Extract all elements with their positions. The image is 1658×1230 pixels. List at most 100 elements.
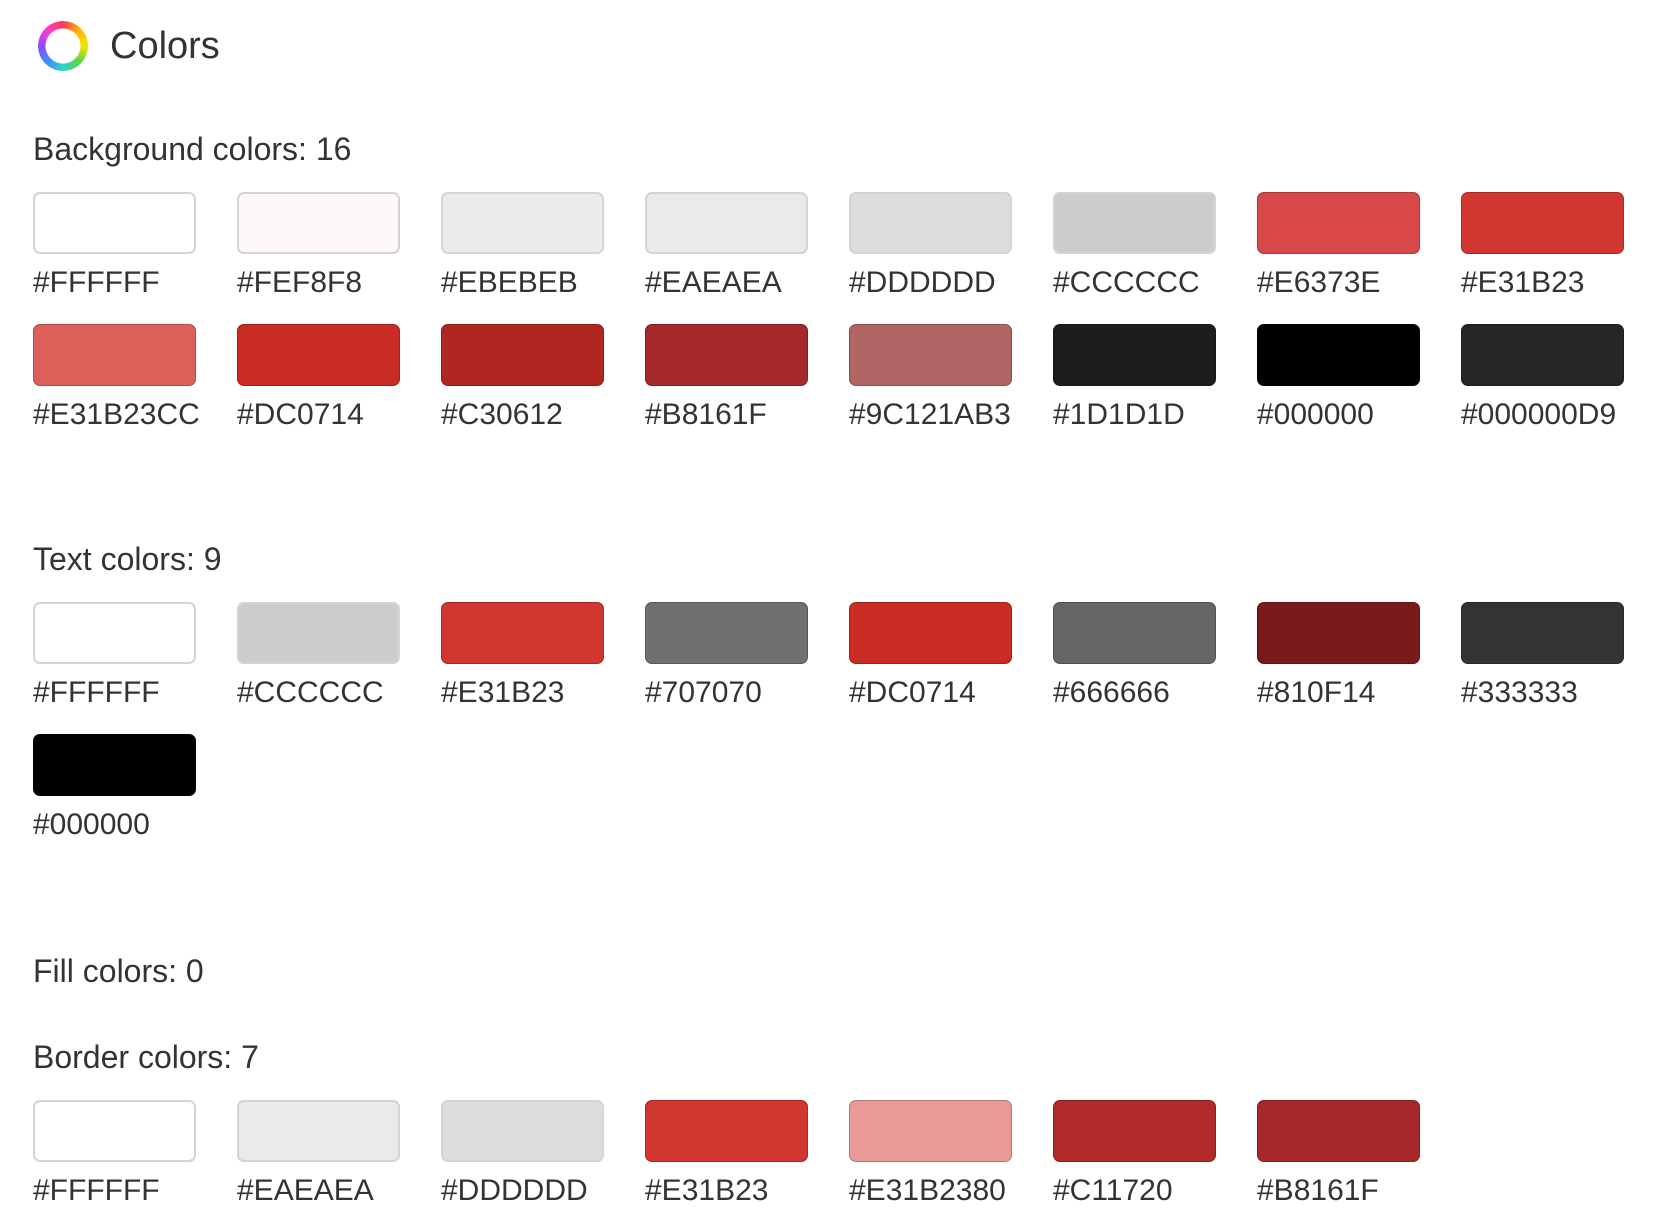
background-colors-grid: #FFFFFF #FEF8F8 #EBEBEB #EAEAEA #DDDDDD #CCCC… xyxy=(33,192,1643,430)
color-swatch xyxy=(1257,602,1420,664)
color-swatch xyxy=(849,324,1012,386)
color-swatch xyxy=(1053,1100,1216,1162)
color-swatch-item: #000000D9 xyxy=(1461,324,1624,430)
color-swatch-item: #DDDDDD xyxy=(849,192,1012,298)
color-hex-label: #B8161F xyxy=(645,398,767,431)
color-swatch xyxy=(1053,192,1216,254)
fill-colors-title: Fill colors: 0 xyxy=(33,953,204,989)
color-swatch-item: #707070 xyxy=(645,602,808,708)
color-swatch xyxy=(645,1100,808,1162)
color-swatch xyxy=(441,324,604,386)
color-swatch xyxy=(441,602,604,664)
color-swatch xyxy=(1053,324,1216,386)
color-swatch xyxy=(645,192,808,254)
color-swatch xyxy=(1257,192,1420,254)
color-swatch-item: #FFFFFF xyxy=(33,1100,196,1206)
color-swatch xyxy=(33,734,196,796)
border-colors-grid: #FFFFFF #EAEAEA #DDDDDD #E31B23 #E31B2380 #C1… xyxy=(33,1100,1643,1206)
color-swatch xyxy=(237,324,400,386)
color-swatch-item: #E6373E xyxy=(1257,192,1420,298)
color-hex-label: #EBEBEB xyxy=(441,266,578,299)
color-swatch-item: #DDDDDD xyxy=(441,1100,604,1206)
color-swatch xyxy=(33,192,196,254)
color-swatch xyxy=(33,324,196,386)
page-title: Colors xyxy=(110,25,220,67)
color-swatch-item: #EAEAEA xyxy=(645,192,808,298)
color-swatch-item: #B8161F xyxy=(645,324,808,430)
color-swatch xyxy=(1053,602,1216,664)
color-hex-label: #C11720 xyxy=(1053,1174,1173,1207)
color-swatch-item: #C11720 xyxy=(1053,1100,1216,1206)
color-hex-label: #C30612 xyxy=(441,398,563,431)
color-swatch-item: #E31B23 xyxy=(1461,192,1624,298)
text-colors-grid: #FFFFFF #CCCCCC #E31B23 #707070 #DC0714 #6666… xyxy=(33,602,1643,840)
color-hex-label: #707070 xyxy=(645,676,762,709)
color-swatch-item: #FFFFFF xyxy=(33,192,196,298)
color-hex-label: #FEF8F8 xyxy=(237,266,363,299)
color-swatch-item: #333333 xyxy=(1461,602,1624,708)
color-hex-label: #E6373E xyxy=(1257,266,1381,299)
color-swatch xyxy=(645,602,808,664)
color-swatch-item: #C30612 xyxy=(441,324,604,430)
color-hex-label: #DDDDDD xyxy=(849,266,996,299)
color-hex-label: #810F14 xyxy=(1257,676,1376,709)
color-swatch xyxy=(849,602,1012,664)
color-swatch-item: #9C121AB3 xyxy=(849,324,1012,430)
color-swatch-item: #E31B23 xyxy=(645,1100,808,1206)
color-swatch xyxy=(849,1100,1012,1162)
background-colors-title: Background colors: 16 xyxy=(33,131,352,167)
color-swatch-item: #CCCCCC xyxy=(237,602,400,708)
color-swatch-item: #CCCCCC xyxy=(1053,192,1216,298)
page-header: Colors xyxy=(38,18,220,74)
color-hex-label: #E31B23 xyxy=(645,1174,769,1207)
color-hex-label: #E31B2380 xyxy=(849,1174,1006,1207)
color-swatch xyxy=(441,1100,604,1162)
color-swatch xyxy=(1461,192,1624,254)
color-swatch xyxy=(1257,1100,1420,1162)
color-swatch-item: #666666 xyxy=(1053,602,1216,708)
color-hex-label: #E31B23 xyxy=(1461,266,1585,299)
color-swatch-item: #000000 xyxy=(33,734,196,840)
color-swatch-item: #000000 xyxy=(1257,324,1420,430)
color-hex-label: #DC0714 xyxy=(237,398,364,431)
color-hex-label: #FFFFFF xyxy=(33,1174,160,1207)
color-hex-label: #1D1D1D xyxy=(1053,398,1185,431)
color-swatch-item: #DC0714 xyxy=(849,602,1012,708)
color-swatch-item: #FEF8F8 xyxy=(237,192,400,298)
color-swatch-item: #E31B23 xyxy=(441,602,604,708)
color-swatch-item: #E31B2380 xyxy=(849,1100,1012,1206)
color-hex-label: #DC0714 xyxy=(849,676,976,709)
color-swatch-item: #DC0714 xyxy=(237,324,400,430)
color-swatch-item: #E31B23CC xyxy=(33,324,200,431)
border-colors-title: Border colors: 7 xyxy=(33,1039,259,1075)
color-swatch-item: #1D1D1D xyxy=(1053,324,1216,430)
color-swatch-item: #810F14 xyxy=(1257,602,1420,708)
color-swatch xyxy=(237,192,400,254)
color-wheel-icon xyxy=(38,21,88,71)
text-colors-title: Text colors: 9 xyxy=(33,541,222,577)
color-swatch xyxy=(441,192,604,254)
color-swatch xyxy=(1461,324,1624,386)
color-swatch xyxy=(237,1100,400,1162)
color-hex-label: #EAEAEA xyxy=(237,1174,374,1207)
color-swatch-item: #FFFFFF xyxy=(33,602,196,708)
color-hex-label: #000000 xyxy=(1257,398,1374,431)
color-swatch xyxy=(1461,602,1624,664)
color-hex-label: #CCCCCC xyxy=(237,676,384,709)
color-swatch-item: #EBEBEB xyxy=(441,192,604,298)
color-hex-label: #CCCCCC xyxy=(1053,266,1200,299)
color-hex-label: #9C121AB3 xyxy=(849,398,1011,431)
color-hex-label: #DDDDDD xyxy=(441,1174,588,1207)
color-swatch xyxy=(33,602,196,664)
color-swatch xyxy=(1257,324,1420,386)
color-swatch xyxy=(849,192,1012,254)
color-hex-label: #EAEAEA xyxy=(645,266,782,299)
color-hex-label: #333333 xyxy=(1461,676,1578,709)
color-swatch-item: #B8161F xyxy=(1257,1100,1420,1206)
color-hex-label: #E31B23CC xyxy=(33,398,200,431)
color-swatch xyxy=(33,1100,196,1162)
color-hex-label: #FFFFFF xyxy=(33,266,160,299)
color-hex-label: #666666 xyxy=(1053,676,1170,709)
color-swatch xyxy=(237,602,400,664)
color-hex-label: #000000 xyxy=(33,808,150,841)
